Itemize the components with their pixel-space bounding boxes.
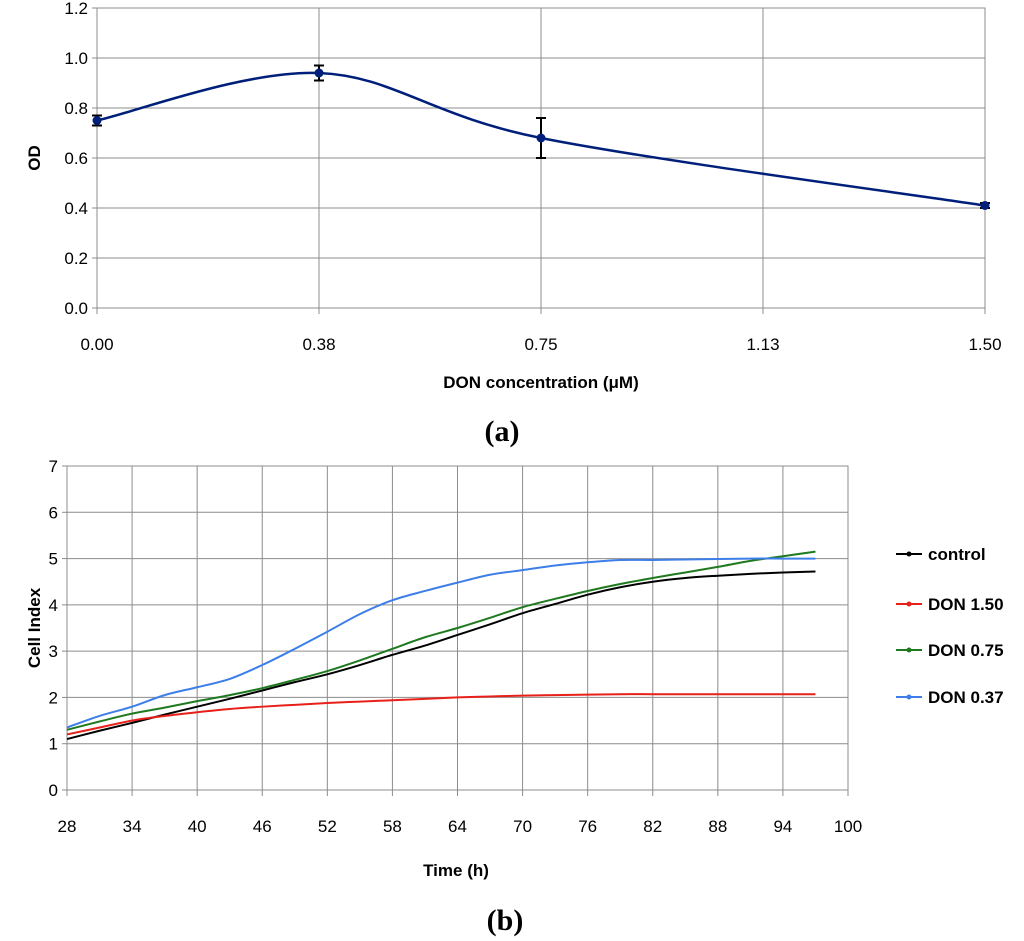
- chart-b-y-tick-label: 0: [49, 781, 58, 800]
- chart-b-y-tick-label: 5: [49, 550, 58, 569]
- chart-b-y-tick-label: 1: [49, 735, 58, 754]
- chart-b-x-tick-label: 46: [253, 817, 272, 836]
- chart-b-x-tick-label: 88: [708, 817, 727, 836]
- chart-a-x-tick-label: 1.13: [746, 335, 779, 354]
- panel-label-a-close: ): [510, 415, 520, 448]
- chart-a-y-tick-label: 0.0: [64, 299, 88, 318]
- chart-b-x-tick-label: 70: [513, 817, 532, 836]
- chart-b-x-tick-label: 52: [318, 817, 337, 836]
- chart-b-y-tick-label: 6: [49, 503, 58, 522]
- legend-swatch-marker: [906, 601, 912, 607]
- legend-label: DON 1.50: [928, 595, 1004, 614]
- chart-a-x-tick-label: 0.38: [302, 335, 335, 354]
- chart-a-x-tick-label: 1.50: [968, 335, 1001, 354]
- legend-label: control: [928, 545, 986, 564]
- legend-swatch-marker: [906, 694, 912, 700]
- chart-a-data-point: [980, 201, 990, 210]
- legend-swatch-marker: [906, 647, 912, 653]
- chart-a-y-tick-label: 0.8: [64, 99, 88, 118]
- chart-b-series: [66, 550, 816, 741]
- chart-a-x-tick-label: 0.75: [524, 335, 557, 354]
- chart-b-legend: control DON 1.50 DON 0.75 DON 0.37: [896, 545, 1004, 707]
- legend-label: DON 0.75: [928, 641, 1004, 660]
- chart-a-grid: [92, 7, 986, 314]
- chart-b-x-ticks: 28 34 40 46 52 58 64 70 76 82 88 94 100: [58, 817, 863, 836]
- chart-a-series-0-line: [96, 71, 986, 207]
- chart-a-y-tick-label: 1.2: [64, 0, 88, 18]
- chart-a-x-tick-label: 0.00: [80, 335, 113, 354]
- panel-label-a-letter: a: [495, 415, 510, 448]
- chart-b-x-tick-label: 64: [448, 817, 467, 836]
- chart-b-grid: [62, 465, 849, 796]
- chart-b-series-1-line: [66, 693, 816, 736]
- chart-b-y-axis-label: Cell Index: [25, 587, 44, 668]
- panel-label-b-letter: b: [497, 904, 514, 937]
- chart-b-x-tick-label: 40: [188, 817, 207, 836]
- chart-b-series-2-line: [66, 550, 816, 731]
- chart-a-data-point: [314, 68, 324, 78]
- panel-label-a: (a): [485, 415, 520, 448]
- chart-a-data-point: [92, 116, 102, 125]
- chart-b-x-tick-label: 94: [773, 817, 792, 836]
- chart-b-plot-frame: [66, 465, 849, 791]
- chart-b-x-axis-label: Time (h): [423, 861, 489, 880]
- chart-b-y-tick-label: 2: [49, 688, 58, 707]
- panel-label-b: (b): [487, 904, 524, 937]
- legend-swatch-marker: [906, 551, 912, 557]
- chart-b-y-tick-label: 4: [49, 596, 58, 615]
- chart-a-y-axis-label: OD: [25, 145, 44, 171]
- chart-b-x-tick-label: 34: [123, 817, 142, 836]
- chart-a-x-axis-label: DON concentration (μM): [443, 373, 639, 392]
- chart-b-y-tick-label: 3: [49, 642, 58, 661]
- chart-b-y-tick-label: 7: [49, 457, 58, 476]
- chart-a-data-point: [536, 133, 546, 143]
- chart-b-x-tick-label: 100: [834, 817, 862, 836]
- chart-a-series: [92, 64, 990, 210]
- chart-a-y-tick-label: 0.4: [64, 199, 88, 218]
- chart-b-x-tick-label: 76: [578, 817, 597, 836]
- chart-a-y-tick-label: 0.6: [64, 149, 88, 168]
- chart-b-x-tick-label: 58: [383, 817, 402, 836]
- panel-label-b-close: ): [513, 904, 523, 937]
- chart-b-y-ticks: 0 1 2 3 4 5 6 7: [49, 457, 58, 800]
- chart-a-x-ticks: 0.00 0.38 0.75 1.13 1.50: [80, 335, 1001, 354]
- chart-b-series-3-line: [66, 557, 816, 729]
- legend-label: DON 0.37: [928, 688, 1004, 707]
- panel-label-b-open: (: [487, 904, 497, 937]
- chart-a-y-tick-label: 1.0: [64, 49, 88, 68]
- chart-b-series-0-line: [66, 570, 816, 741]
- chart-b-x-tick-label: 82: [643, 817, 662, 836]
- chart-a: 0.0 0.2 0.4 0.6 0.8 1.0 1.2 0.00 0.38 0.75 1.13 1.…: [25, 0, 1002, 448]
- chart-a-y-ticks: 0.0 0.2 0.4 0.6 0.8 1.0 1.2: [64, 0, 88, 318]
- chart-b-x-tick-label: 28: [58, 817, 77, 836]
- panel-label-a-open: (: [485, 415, 495, 448]
- chart-a-y-tick-label: 0.2: [64, 249, 88, 268]
